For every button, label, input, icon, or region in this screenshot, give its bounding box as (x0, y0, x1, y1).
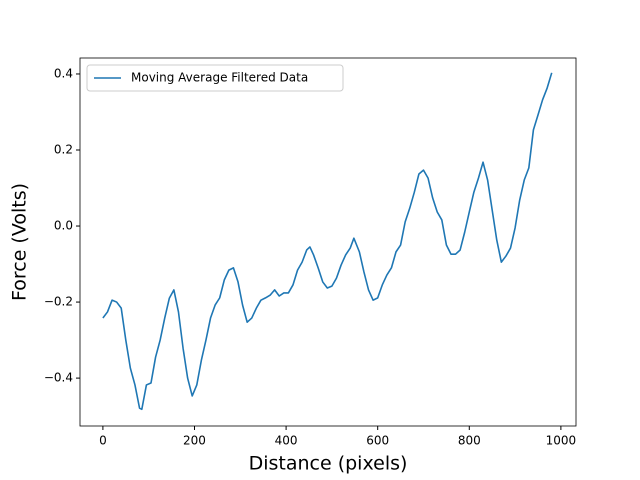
x-tick-label: 200 (183, 434, 206, 448)
y-tick-label: −0.4 (44, 371, 73, 385)
y-tick-label: 0.2 (54, 143, 73, 157)
y-tick-label: 0.4 (54, 66, 73, 80)
x-tick-label: 800 (458, 434, 481, 448)
x-tick-label: 400 (275, 434, 298, 448)
x-tick-label: 600 (366, 434, 389, 448)
legend-box (86, 64, 344, 92)
x-tick-label: 0 (99, 434, 107, 448)
y-axis-label: Force (Volts) (9, 183, 31, 301)
y-tick-label: 0.0 (54, 219, 73, 233)
x-tick-label: 1000 (546, 434, 577, 448)
x-axis-label: Distance (pixels) (249, 453, 408, 475)
data-line (102, 72, 553, 411)
y-tick-label: −0.2 (44, 295, 73, 309)
legend-label: Moving Average Filtered Data (131, 71, 308, 85)
plot-frame (79, 57, 577, 427)
legend: Moving Average Filtered Data (86, 64, 344, 92)
